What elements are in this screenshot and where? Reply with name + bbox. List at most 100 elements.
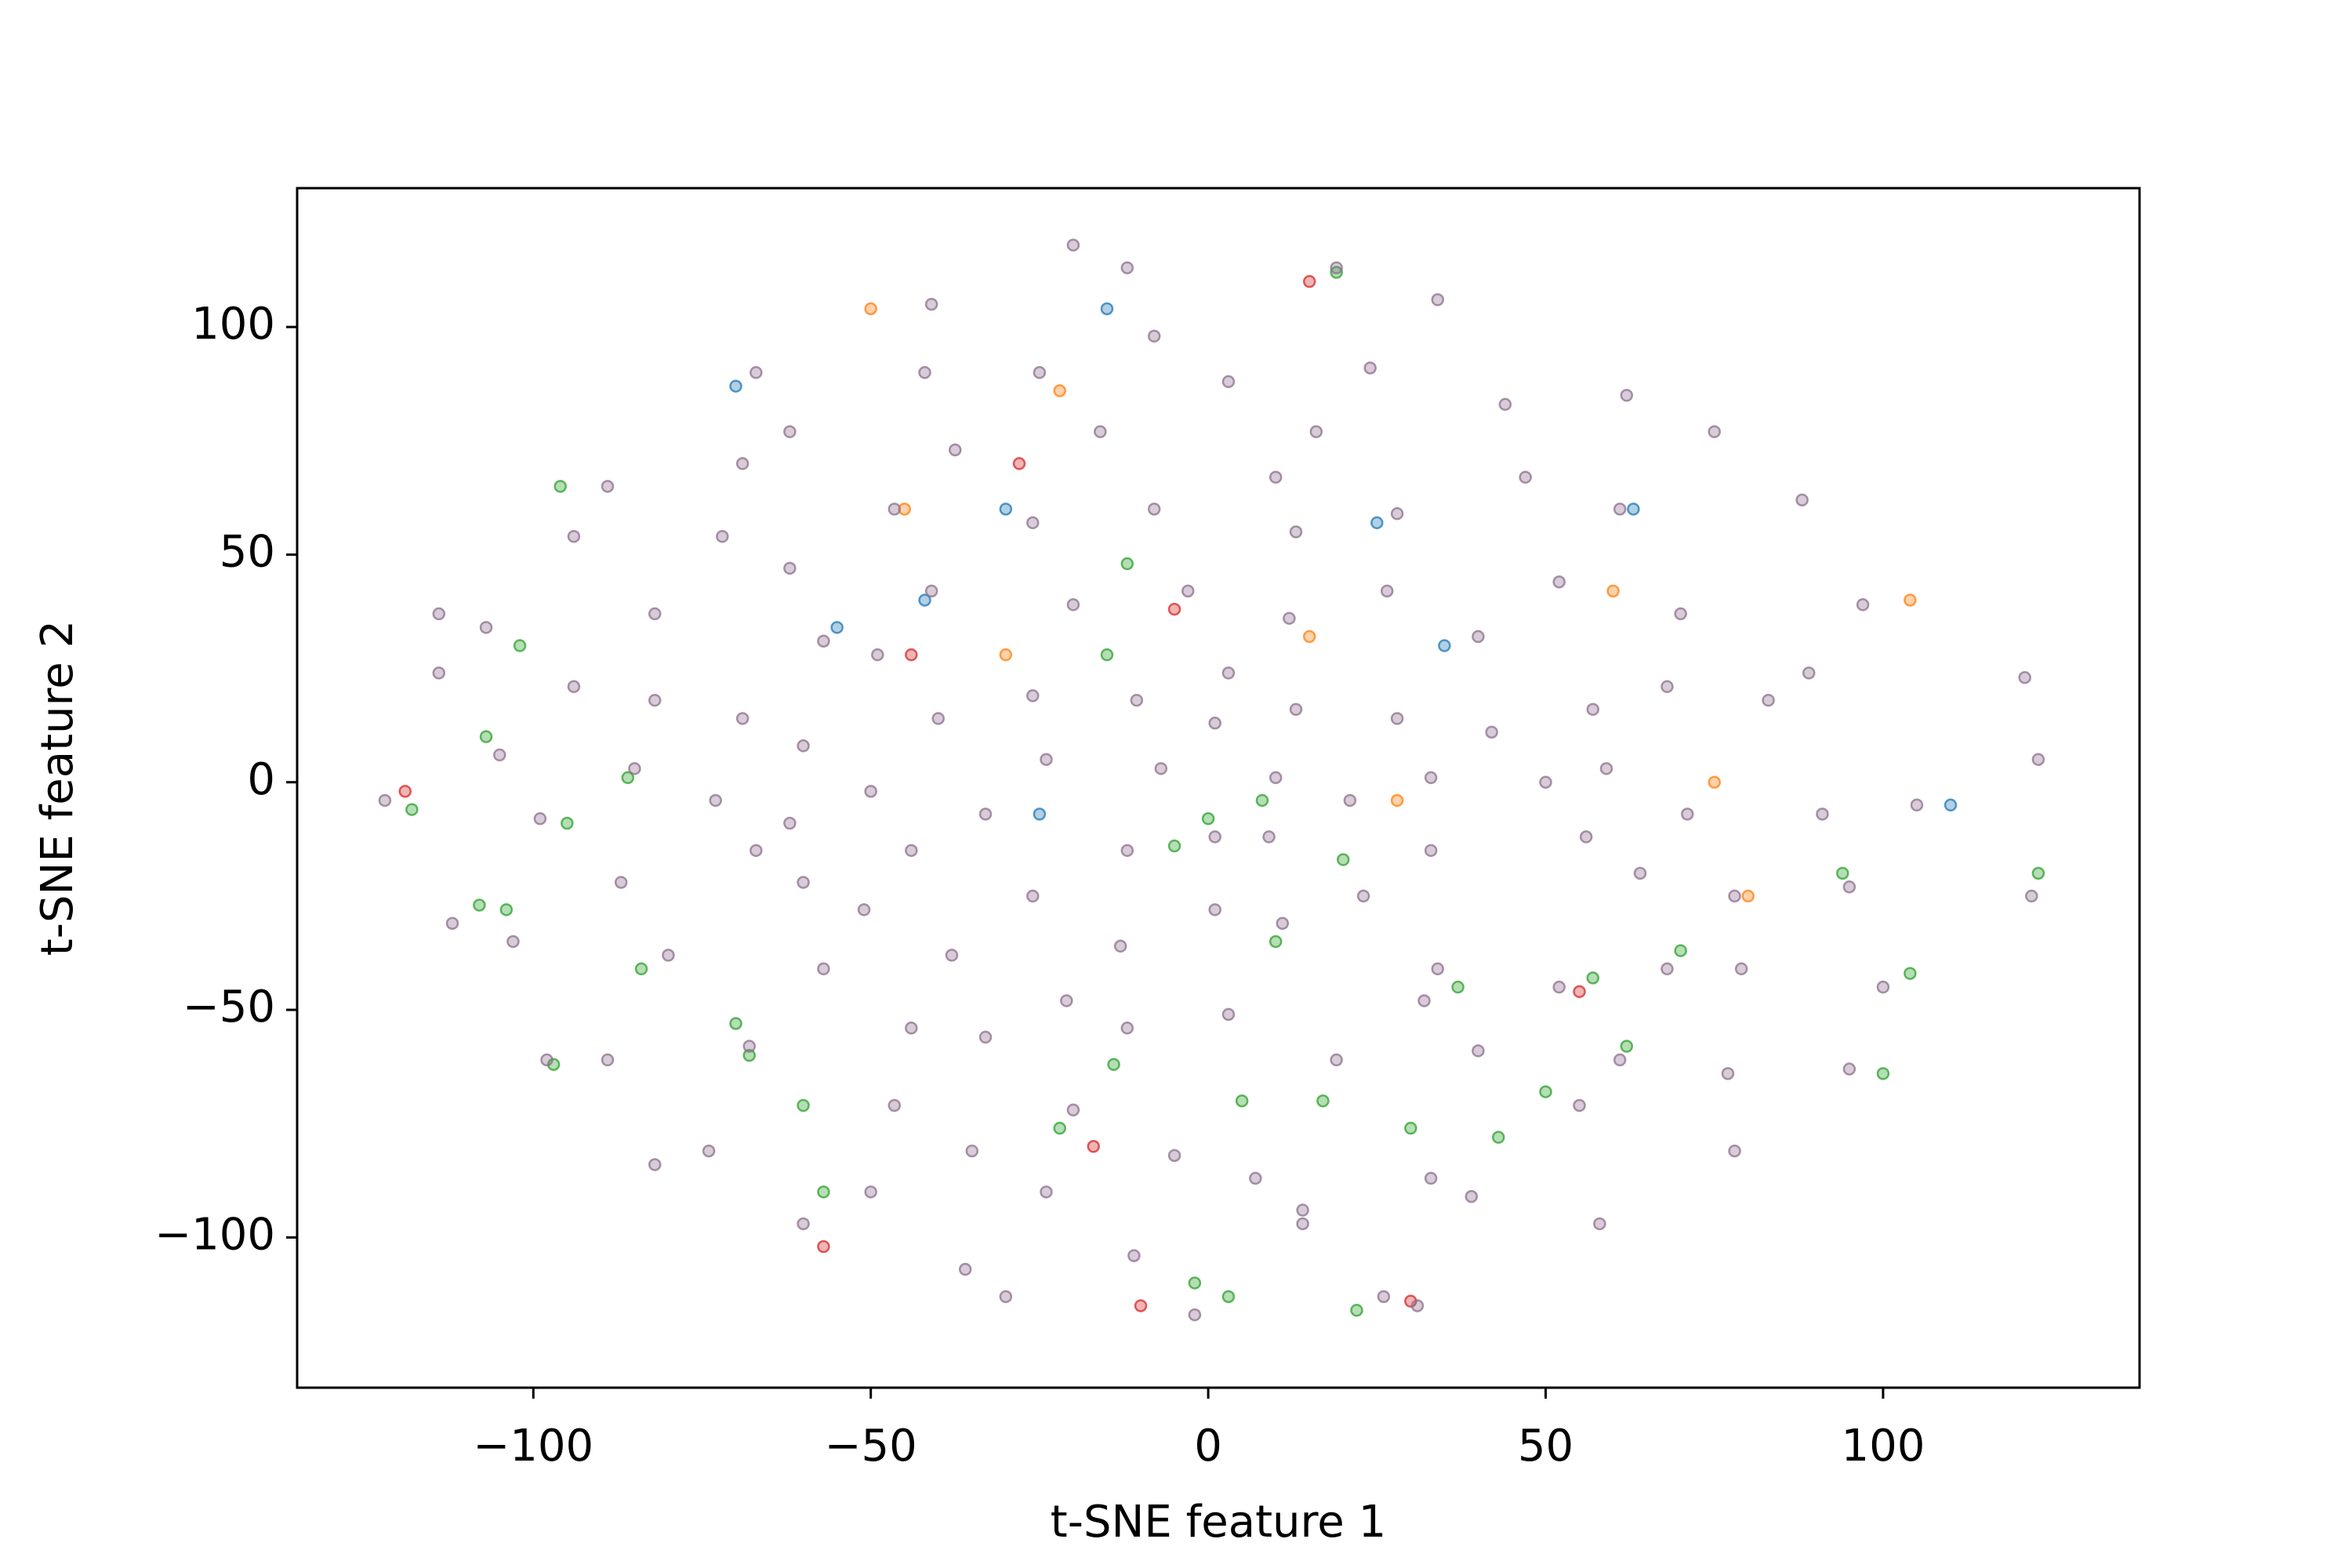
scatter-point	[1674, 607, 1687, 621]
scatter-point	[1539, 1085, 1552, 1098]
scatter-point	[857, 903, 871, 916]
scatter-point	[905, 1022, 918, 1035]
scatter-point	[1390, 506, 1404, 521]
scatter-point	[924, 584, 938, 598]
scatter-point	[1579, 830, 1593, 844]
scatter-point	[735, 457, 750, 470]
scatter-point	[918, 365, 931, 379]
scatter-point	[918, 593, 931, 607]
scatter-point	[1201, 811, 1215, 826]
scatter-point	[554, 480, 567, 493]
scatter-point	[1235, 1094, 1249, 1108]
scatter-point	[1026, 516, 1040, 530]
scatter-point	[931, 712, 946, 725]
scatter-point	[2025, 889, 2038, 903]
scatter-point	[1674, 944, 1687, 957]
scatter-point	[1539, 775, 1552, 789]
plot-frame	[296, 187, 2141, 1389]
scatter-point	[978, 1030, 993, 1044]
scatter-point	[1060, 994, 1073, 1007]
scatter-point	[1681, 808, 1694, 821]
y-tick-label: 50	[220, 527, 275, 578]
scatter-point	[561, 816, 574, 830]
scatter-point	[864, 302, 877, 316]
scatter-point	[1390, 793, 1404, 808]
scatter-point	[887, 1098, 902, 1112]
scatter-point	[1120, 844, 1134, 858]
scatter-point	[1552, 575, 1566, 589]
scatter-point	[513, 639, 527, 652]
scatter-point	[1302, 630, 1316, 644]
scatter-point	[1026, 689, 1040, 702]
scatter-point	[1573, 985, 1586, 999]
scatter-point	[864, 1185, 877, 1199]
scatter-point	[1586, 971, 1599, 985]
scatter-point	[1472, 1044, 1485, 1058]
scatter-point	[797, 876, 810, 889]
scatter-point	[1167, 602, 1181, 616]
scatter-point	[1100, 302, 1114, 316]
scatter-point	[1221, 1290, 1236, 1304]
scatter-point	[1309, 425, 1323, 438]
scatter-point	[1661, 680, 1674, 694]
scatter-point	[1302, 274, 1316, 289]
scatter-point	[1370, 516, 1384, 530]
scatter-point	[1100, 648, 1114, 662]
scatter-point	[1134, 1299, 1148, 1312]
scatter-point	[1519, 470, 1532, 484]
scatter-point	[1633, 866, 1647, 880]
scatter-point	[1620, 388, 1634, 402]
scatter-point	[817, 1185, 830, 1199]
scatter-point	[1404, 1121, 1417, 1135]
scatter-point	[1721, 1067, 1735, 1080]
scatter-point	[1343, 793, 1357, 808]
scatter-point	[621, 771, 635, 785]
scatter-point	[999, 503, 1013, 516]
scatter-point	[1167, 839, 1181, 853]
scatter-point	[1120, 1022, 1134, 1035]
scatter-point	[1734, 962, 1748, 976]
axes: −100 −50 0 50 100 −100 −50 0 50 100	[154, 299, 1925, 1472]
scatter-point	[1012, 457, 1026, 470]
scatter-point	[1255, 793, 1269, 808]
scatter-point	[1762, 693, 1775, 707]
scatter-point	[797, 1217, 810, 1231]
scatter-point	[999, 648, 1013, 662]
scatter-point	[1485, 725, 1498, 739]
scatter-point	[1363, 361, 1377, 375]
scatter-point	[1876, 980, 1890, 994]
scatter-point	[864, 785, 877, 798]
scatter-point	[1606, 584, 1620, 598]
scatter-point	[1613, 503, 1627, 516]
scatter-point	[958, 1262, 972, 1276]
scatter-point	[1249, 1171, 1262, 1185]
scatter-point	[1835, 866, 1849, 880]
scatter-point	[716, 529, 729, 543]
scatter-point	[1289, 525, 1303, 539]
x-axis-label: t-SNE feature 1	[1051, 1497, 1386, 1548]
scatter-point	[830, 621, 844, 634]
scatter-point	[473, 898, 486, 912]
scatter-point	[648, 607, 662, 621]
scatter-point	[1269, 935, 1283, 949]
scatter-point	[1154, 762, 1168, 775]
scatter-point	[1465, 1189, 1479, 1203]
scatter-point	[1094, 425, 1107, 438]
scatter-point	[2018, 670, 2031, 684]
scatter-point	[1053, 384, 1066, 397]
y-tick-label: 100	[191, 299, 275, 350]
scatter-point	[492, 748, 506, 762]
x-tick-label: 100	[1841, 1421, 1925, 1472]
scatter-point	[750, 365, 763, 379]
scatter-point	[662, 949, 675, 962]
y-axis-label: t-SNE feature 2	[32, 620, 83, 956]
scatter-point	[887, 503, 902, 516]
scatter-point	[1417, 994, 1431, 1007]
scatter-point	[1424, 844, 1438, 858]
scatter-point	[1316, 1094, 1330, 1108]
scatter-point	[729, 379, 742, 393]
scatter-point	[1842, 1062, 1857, 1076]
scatter-point	[783, 816, 797, 830]
scatter-point	[601, 480, 615, 493]
